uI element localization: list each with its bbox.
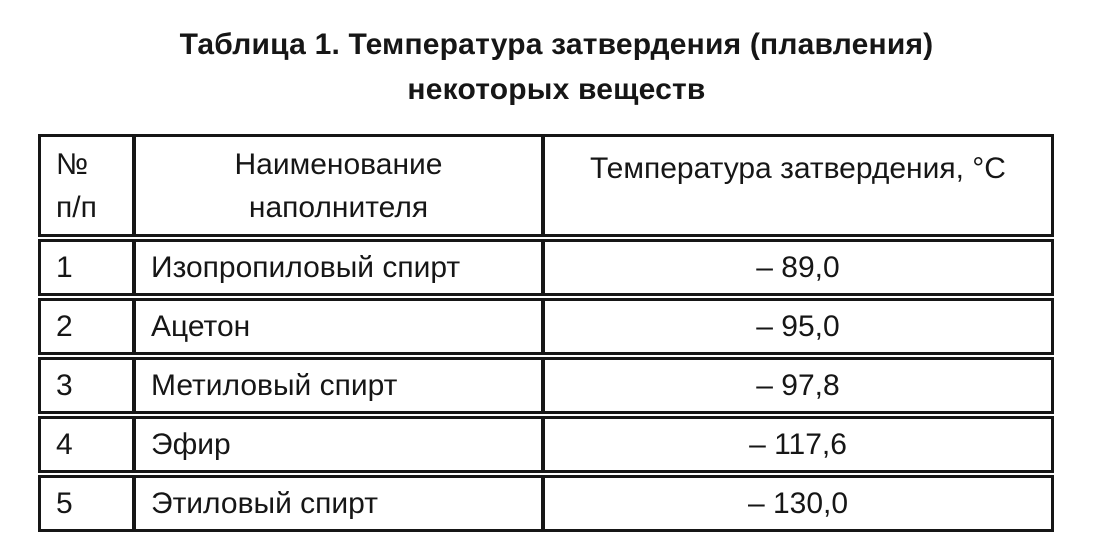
header-cell-temperature: Температура затвердения, °С xyxy=(545,137,1051,234)
cell-substance-name: Эфир xyxy=(136,419,545,470)
header-row-number-line-1: № xyxy=(56,147,89,181)
cell-row-number: 1 xyxy=(41,242,136,293)
table-row: 2 Ацетон – 95,0 xyxy=(38,298,1054,355)
table-row: 1 Изопропиловый спирт – 89,0 xyxy=(38,239,1054,296)
cell-temperature-value: – 117,6 xyxy=(749,427,847,461)
cell-temperature-value: – 89,0 xyxy=(756,250,840,284)
cell-row-number: 3 xyxy=(41,360,136,411)
header-substance-line-2: наполнителя xyxy=(248,190,429,224)
cell-substance-name: Этиловый спирт xyxy=(136,478,545,529)
cell-substance-name: Изопропиловый спирт xyxy=(136,242,545,293)
cell-substance-name: Ацетон xyxy=(136,301,545,352)
table-row: 5 Этиловый спирт – 130,0 xyxy=(38,475,1054,532)
table-header-row: № п/п Наименование наполнителя Температу… xyxy=(38,134,1054,237)
caption-line-2: некоторых веществ xyxy=(407,73,706,106)
table-caption: Таблица 1. Температура затвердения (плав… xyxy=(0,22,1113,112)
header-cell-substance-name: Наименование наполнителя xyxy=(136,137,545,234)
caption-line-1: Таблица 1. Температура затвердения (плав… xyxy=(179,28,934,61)
header-row-number-line-2: п/п xyxy=(56,190,97,224)
cell-temperature-value: – 95,0 xyxy=(756,309,840,343)
table-row: 3 Метиловый спирт – 97,8 xyxy=(38,357,1054,414)
cell-row-number: 5 xyxy=(41,478,136,529)
cell-row-number: 4 xyxy=(41,419,136,470)
cell-substance-name: Метиловый спирт xyxy=(136,360,545,411)
table-row: 4 Эфир – 117,6 xyxy=(38,416,1054,473)
data-table: № п/п Наименование наполнителя Температу… xyxy=(38,134,1054,532)
cell-row-number: 2 xyxy=(41,301,136,352)
cell-temperature-value: – 97,8 xyxy=(756,368,840,402)
header-temperature-label: Температура затвердения, °С xyxy=(590,152,1006,185)
header-substance-line-1: Наименование xyxy=(234,147,443,181)
cell-temperature-value: – 130,0 xyxy=(747,486,849,520)
header-cell-row-number: № п/п xyxy=(41,137,136,234)
